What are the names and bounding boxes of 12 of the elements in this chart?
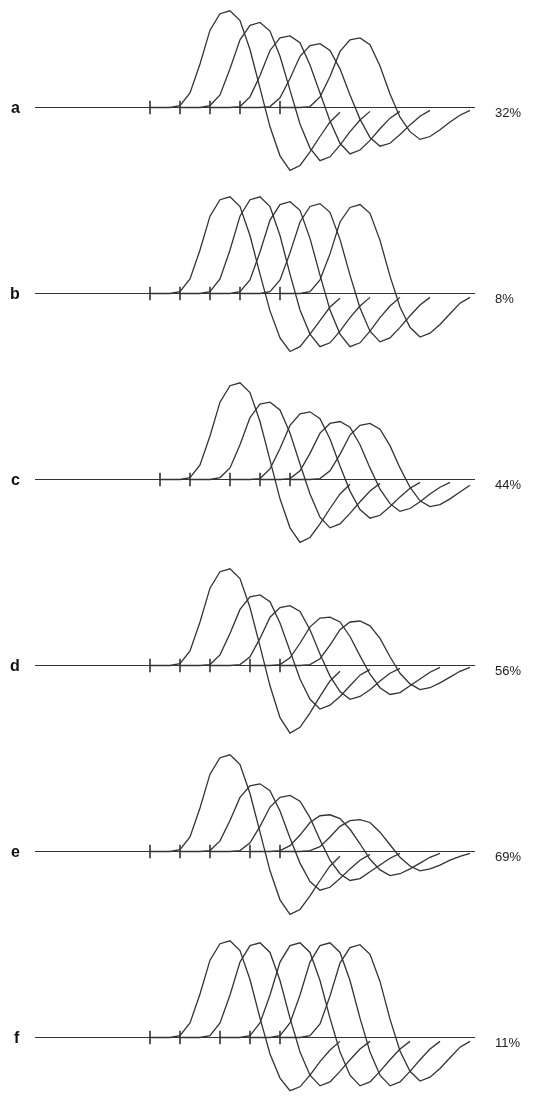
text: c — [11, 471, 20, 488]
text: d — [10, 657, 20, 674]
text: 44% — [495, 477, 522, 492]
text: 32% — [495, 105, 522, 120]
text: f — [14, 1029, 20, 1046]
text: b — [10, 285, 20, 302]
text: a — [11, 99, 20, 116]
text: 11% — [495, 1035, 521, 1050]
text: e — [11, 843, 20, 860]
text: 69% — [495, 849, 522, 864]
text: 8% — [495, 291, 515, 306]
text: 56% — [495, 663, 522, 678]
